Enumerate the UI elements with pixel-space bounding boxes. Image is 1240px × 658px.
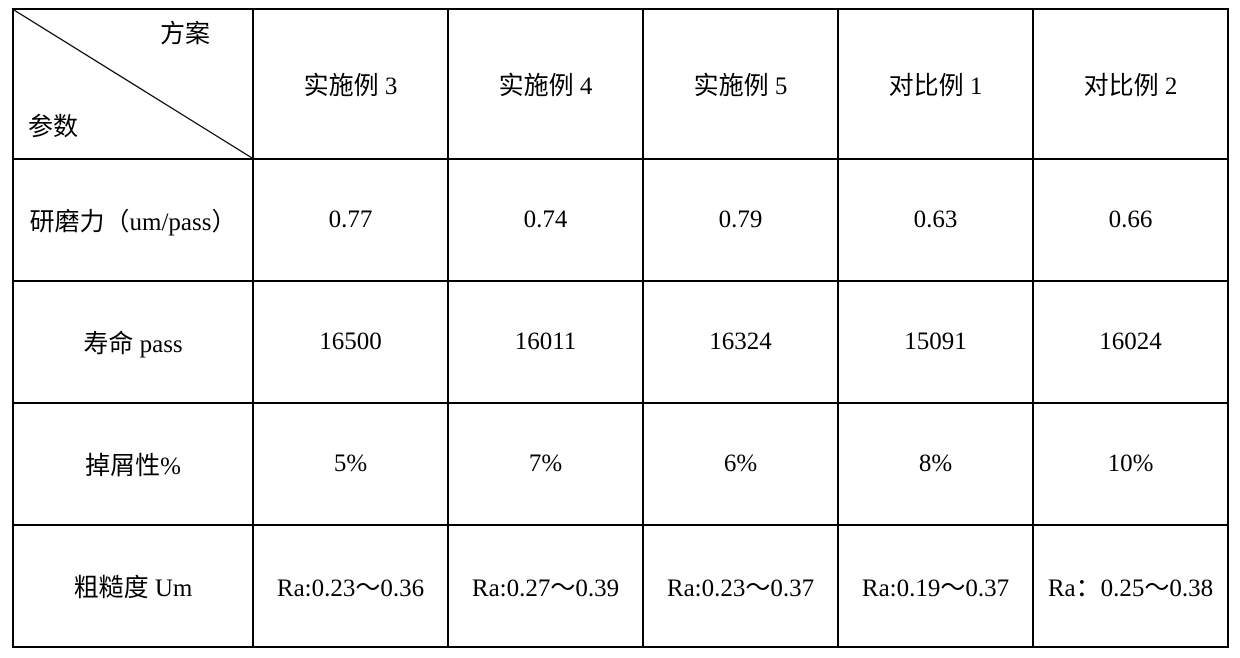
table-cell: 0.63	[838, 159, 1033, 281]
diagonal-header-cell: 方案 参数	[13, 9, 253, 159]
table-cell: 15091	[838, 281, 1033, 403]
row-label: 研磨力（um/pass）	[13, 159, 253, 281]
table-cell: 16024	[1033, 281, 1228, 403]
table-cell: Ra:0.27～0.39	[448, 525, 643, 647]
table-cell: 0.79	[643, 159, 838, 281]
table-row: 寿命 pass 16500 16011 16324 15091 16024	[13, 281, 1228, 403]
table-cell: 16011	[448, 281, 643, 403]
header-top-label: 方案	[160, 22, 210, 47]
table-cell: Ra:0.23～0.36	[253, 525, 448, 647]
table-container: 方案 参数 实施例 3 实施例 4 实施例 5 对比例 1 对比例 2 研磨力（…	[0, 0, 1240, 658]
table-cell: 0.66	[1033, 159, 1228, 281]
table-cell: Ra：0.25～0.38	[1033, 525, 1228, 647]
row-label: 寿命 pass	[13, 281, 253, 403]
table-cell: 16324	[643, 281, 838, 403]
table-cell: 0.77	[253, 159, 448, 281]
table-row: 研磨力（um/pass） 0.77 0.74 0.79 0.63 0.66	[13, 159, 1228, 281]
data-table: 方案 参数 实施例 3 实施例 4 实施例 5 对比例 1 对比例 2 研磨力（…	[12, 8, 1229, 648]
table-cell: 7%	[448, 403, 643, 525]
table-cell: Ra:0.19～0.37	[838, 525, 1033, 647]
table-cell: 5%	[253, 403, 448, 525]
table-cell: 8%	[838, 403, 1033, 525]
table-row: 粗糙度 Um Ra:0.23～0.36 Ra:0.27～0.39 Ra:0.23…	[13, 525, 1228, 647]
header-bottom-label: 参数	[28, 115, 78, 140]
table-cell: Ra:0.23～0.37	[643, 525, 838, 647]
row-label: 粗糙度 Um	[13, 525, 253, 647]
table-header-row: 方案 参数 实施例 3 实施例 4 实施例 5 对比例 1 对比例 2	[13, 9, 1228, 159]
column-header: 实施例 5	[643, 9, 838, 159]
column-header: 对比例 2	[1033, 9, 1228, 159]
column-header: 对比例 1	[838, 9, 1033, 159]
table-cell: 0.74	[448, 159, 643, 281]
column-header: 实施例 4	[448, 9, 643, 159]
column-header: 实施例 3	[253, 9, 448, 159]
row-label: 掉屑性%	[13, 403, 253, 525]
table-row: 掉屑性% 5% 7% 6% 8% 10%	[13, 403, 1228, 525]
table-cell: 16500	[253, 281, 448, 403]
table-cell: 6%	[643, 403, 838, 525]
table-cell: 10%	[1033, 403, 1228, 525]
